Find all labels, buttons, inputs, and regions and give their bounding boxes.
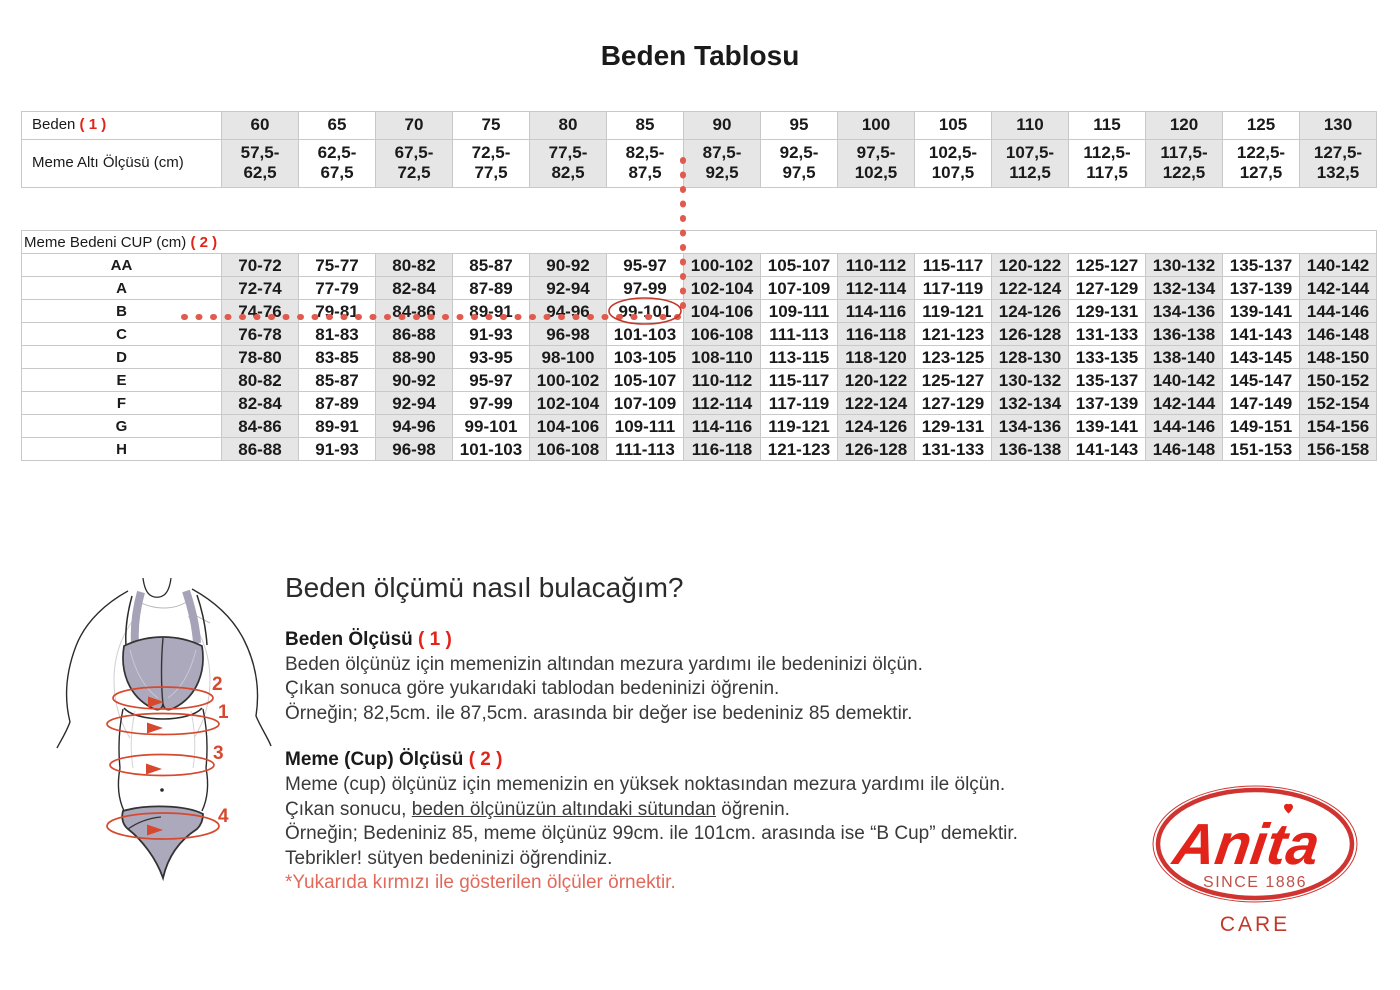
- svg-text:4: 4: [218, 806, 229, 827]
- svg-text:SINCE 1886: SINCE 1886: [1203, 874, 1307, 891]
- svg-text:2: 2: [212, 674, 223, 695]
- svg-text:Anita: Anita: [1167, 812, 1323, 877]
- svg-text:CARE: CARE: [1220, 913, 1290, 936]
- svg-text:3: 3: [213, 743, 224, 764]
- svg-text:1: 1: [218, 702, 229, 723]
